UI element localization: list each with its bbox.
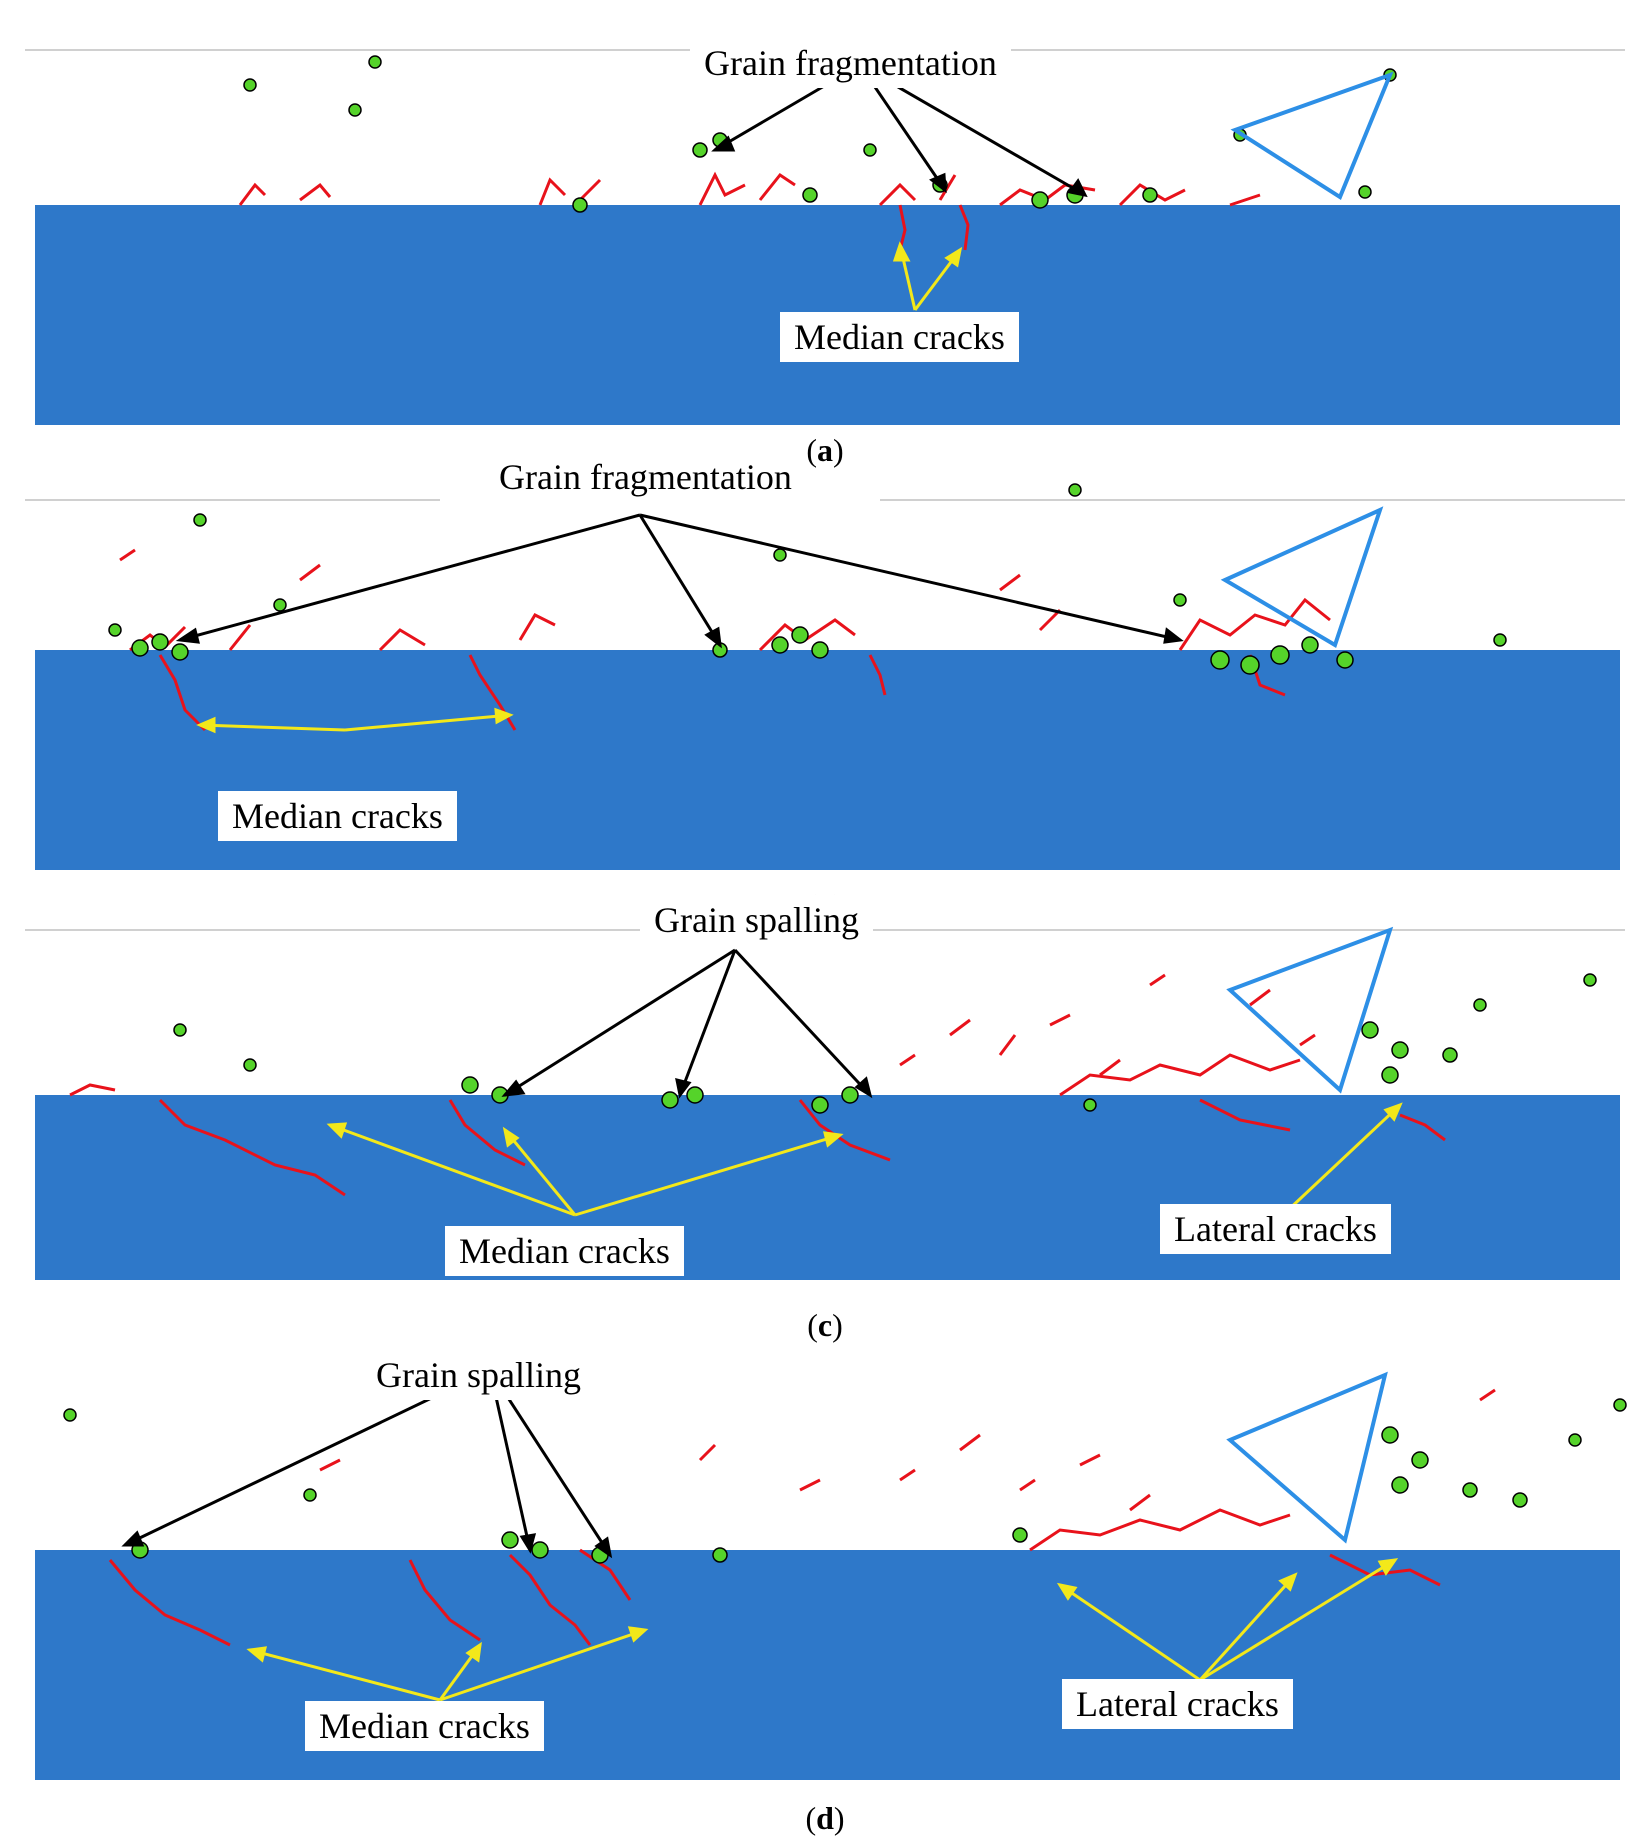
grain-spalling-arrows: [121, 1370, 613, 1559]
label-median-cracks: Median cracks: [445, 1226, 684, 1276]
panel-d-simulation: [35, 1370, 1627, 1780]
label-lateral-cracks: Lateral cracks: [1160, 1204, 1391, 1254]
label-median-cracks: Median cracks: [218, 791, 457, 841]
lateral-crack-arrows: [1056, 1558, 1399, 1682]
panel-c: Grain spalling Median cracks Lateral cra…: [0, 895, 1650, 1370]
crack-zone: [119, 548, 1331, 732]
lateral-crack-arrows: [1283, 1102, 1403, 1215]
label-grain-spalling: Grain spalling: [362, 1350, 595, 1400]
median-crack-arrows: [196, 707, 514, 734]
indenter: [1226, 926, 1394, 1094]
indenter: [1226, 1371, 1388, 1544]
crack-zone: [108, 1388, 1496, 1647]
grain-spalling-arrows: [501, 948, 873, 1099]
indenter: [1230, 71, 1394, 200]
caption-c: (c): [807, 1307, 843, 1343]
caption-a: (a): [806, 432, 844, 468]
caption-d: (d): [805, 1800, 845, 1836]
label-median-cracks: Median cracks: [305, 1701, 544, 1751]
grain-fragmentation-arrows: [175, 513, 1184, 649]
median-crack-arrows: [892, 241, 963, 311]
panel-c-simulation: [25, 926, 1625, 1280]
substrate: [35, 1550, 1620, 1780]
label-grain-spalling: Grain spalling: [640, 895, 873, 945]
label-median-cracks: Median cracks: [780, 312, 1019, 362]
indenter: [1220, 506, 1384, 648]
grain-debris: [63, 1398, 1627, 1564]
panel-b: Grain fragmentation Median cracks (b): [0, 452, 1650, 924]
grain-debris: [108, 483, 1507, 675]
median-crack-arrows: [326, 1122, 844, 1217]
panel-d: Grain spalling Median cracks Lateral cra…: [0, 1350, 1650, 1840]
label-grain-fragmentation: Grain fragmentation: [690, 38, 1011, 88]
grain-debris: [173, 973, 1597, 1114]
median-crack-arrows: [246, 1626, 649, 1702]
label-lateral-cracks: Lateral cracks: [1062, 1679, 1293, 1729]
panel-a: Grain fragmentation Median cracks (a): [0, 0, 1650, 470]
label-grain-fragmentation: Grain fragmentation: [485, 452, 806, 502]
